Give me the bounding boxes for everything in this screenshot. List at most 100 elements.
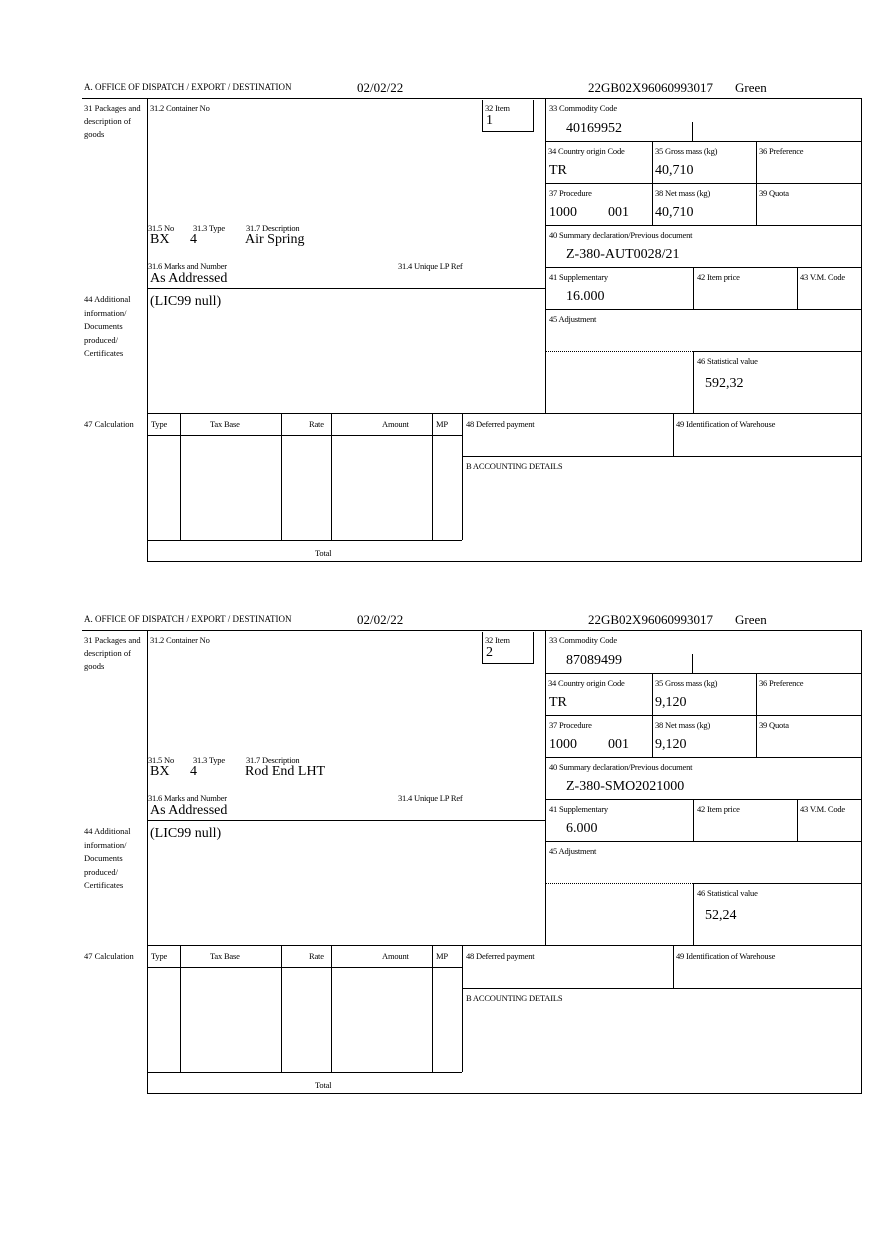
marks-label: 31.6 Marks and Number	[148, 261, 227, 271]
divider	[462, 413, 463, 540]
divider	[797, 799, 798, 841]
office-header-label: A. OFFICE OF DISPATCH / EXPORT / DESTINA…	[84, 82, 292, 92]
divider	[545, 98, 546, 413]
total-label: Total	[315, 1080, 332, 1090]
vm-code-label: 43 V.M. Code	[800, 272, 845, 282]
package-type: 4	[190, 232, 197, 247]
divider	[147, 820, 545, 821]
commodity-code: 87089499	[566, 653, 622, 668]
declaration-item-form: A. OFFICE OF DISPATCH / EXPORT / DESTINA…	[0, 607, 882, 1094]
divider	[462, 945, 463, 1072]
marks-label: 31.6 Marks and Number	[148, 793, 227, 803]
declaration-reference: 22GB02X96060993017	[588, 80, 713, 95]
divider	[147, 967, 462, 968]
divider	[331, 413, 332, 540]
mp-header: MP	[436, 951, 448, 961]
net-mass-label: 38 Net mass (kg)	[655, 720, 711, 730]
supplementary-units: 6.000	[566, 821, 598, 836]
net-mass-label: 38 Net mass (kg)	[655, 188, 711, 198]
route-status: Green	[735, 80, 767, 95]
additional-info: (LIC99 null)	[150, 826, 222, 841]
procedure-code: 1000	[549, 737, 577, 752]
package-no-label: 31.5 No	[148, 223, 174, 233]
supplementary-units: 16.000	[566, 289, 605, 304]
calculation-label: 47 Calculation	[84, 951, 134, 961]
divider	[82, 98, 862, 99]
divider	[861, 98, 862, 561]
country-origin-label: 34 Country origin Code	[548, 146, 625, 156]
divider	[692, 122, 693, 141]
divider	[147, 540, 462, 541]
goods-description: Rod End LHT	[245, 764, 326, 779]
divider	[545, 715, 862, 716]
statistical-value-label: 46 Statistical value	[697, 888, 758, 898]
quota-label: 39 Quota	[759, 188, 789, 198]
additional-info: (LIC99 null)	[150, 294, 222, 309]
item-price-label: 42 Item price	[697, 804, 740, 814]
item-number: 1	[486, 113, 493, 128]
divider	[545, 225, 862, 226]
previous-document: Z-380-SMO2021000	[566, 779, 685, 794]
calc-type-header: Type	[151, 951, 168, 961]
calculation-label: 47 Calculation	[84, 419, 134, 429]
preference-label: 36 Preference	[759, 678, 804, 688]
package-type: 4	[190, 764, 197, 779]
package-no-label: 31.5 No	[148, 755, 174, 765]
divider	[545, 757, 862, 758]
divider	[147, 1093, 862, 1094]
divider	[147, 98, 148, 561]
country-origin-label: 34 Country origin Code	[548, 678, 625, 688]
divider	[545, 799, 862, 800]
calc-type-header: Type	[151, 419, 168, 429]
divider	[432, 413, 433, 540]
marks-value: As Addressed	[150, 803, 228, 818]
previous-document-label: 40 Summary declaration/Previous document	[549, 230, 693, 240]
rate-header: Rate	[309, 951, 324, 961]
gross-mass-label: 35 Gross mass (kg)	[655, 678, 718, 688]
divider	[545, 183, 862, 184]
adjustment-label: 45 Adjustment	[549, 314, 597, 324]
packages-label: 31 Packages and description of goods	[84, 103, 141, 139]
procedure-label: 37 Procedure	[549, 188, 592, 198]
mp-header: MP	[436, 419, 448, 429]
divider	[147, 413, 862, 414]
statistical-value-label: 46 Statistical value	[697, 356, 758, 366]
divider	[281, 413, 282, 540]
item-number-box	[482, 100, 534, 132]
declaration-reference: 22GB02X96060993017	[588, 612, 713, 627]
goods-description: Air Spring	[245, 232, 305, 247]
accounting-details-label: B ACCOUNTING DETAILS	[466, 461, 563, 471]
divider	[692, 654, 693, 673]
net-mass: 40,710	[655, 205, 694, 220]
commodity-code-label: 33 Commodity Code	[549, 635, 617, 645]
marks-value: As Addressed	[150, 271, 228, 286]
preference-label: 36 Preference	[759, 146, 804, 156]
net-mass: 9,120	[655, 737, 687, 752]
package-type-label: 31.3 Type	[193, 223, 225, 233]
package-no: BX	[150, 764, 170, 779]
divider	[147, 630, 148, 1093]
divider	[545, 673, 862, 674]
divider	[673, 413, 674, 456]
package-no: BX	[150, 232, 170, 247]
divider	[673, 945, 674, 988]
divider	[545, 309, 862, 310]
tax-base-header: Tax Base	[210, 419, 240, 429]
supplementary-label: 41 Supplementary	[549, 804, 608, 814]
gross-mass: 9,120	[655, 695, 687, 710]
divider	[180, 413, 181, 540]
divider	[545, 883, 546, 945]
divider	[462, 456, 862, 457]
divider	[180, 945, 181, 1072]
office-header-label: A. OFFICE OF DISPATCH / EXPORT / DESTINA…	[84, 614, 292, 624]
vm-code-label: 43 V.M. Code	[800, 804, 845, 814]
divider	[545, 351, 693, 352]
accounting-details-label: B ACCOUNTING DETAILS	[466, 993, 563, 1003]
deferred-payment-label: 48 Deferred payment	[466, 419, 535, 429]
divider	[693, 351, 862, 352]
container-no-label: 31.2 Container No	[150, 635, 210, 645]
divider	[545, 841, 862, 842]
previous-document: Z-380-AUT0028/21	[566, 247, 680, 262]
amount-header: Amount	[382, 951, 409, 961]
